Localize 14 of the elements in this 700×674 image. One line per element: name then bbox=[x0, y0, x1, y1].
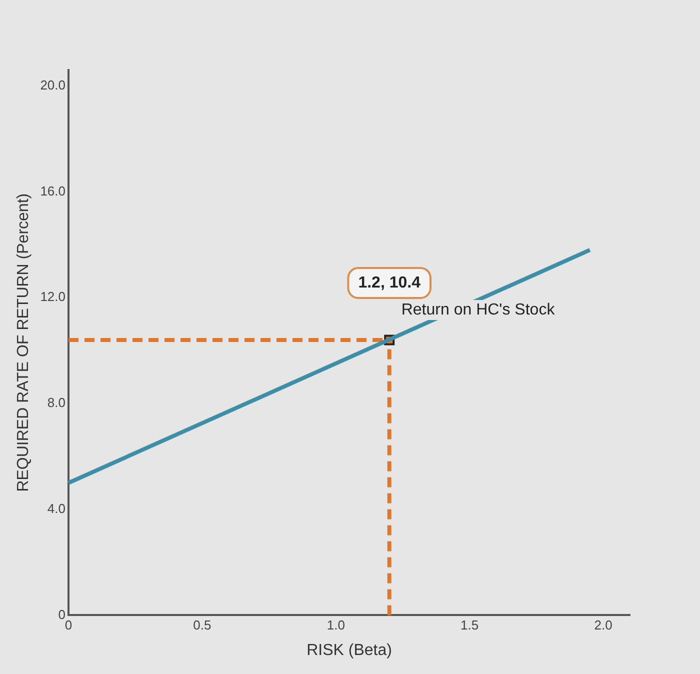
x-tick-label: 2.0 bbox=[594, 618, 612, 633]
y-tick-label: 4.0 bbox=[47, 500, 66, 516]
annotation: 1.2, 10.4 bbox=[358, 274, 421, 292]
y-tick-label: 20.0 bbox=[40, 77, 66, 92]
y-tick-label: 8.0 bbox=[47, 395, 66, 410]
y-tick-label: 0 bbox=[58, 606, 66, 622]
x-axis-title: RISK (Beta) bbox=[306, 642, 392, 659]
y-axis-title: REQUIRED RATE OF RETURN (Percent) bbox=[15, 193, 32, 492]
y-tick-label: 16.0 bbox=[40, 183, 66, 198]
x-tick-label: 0.5 bbox=[193, 618, 212, 633]
y-tick-label: 12.0 bbox=[40, 289, 66, 304]
x-tick-label: 1.0 bbox=[326, 618, 345, 633]
annotation: Return on HC's Stock bbox=[401, 301, 556, 318]
x-tick-label: 1.5 bbox=[460, 618, 479, 633]
